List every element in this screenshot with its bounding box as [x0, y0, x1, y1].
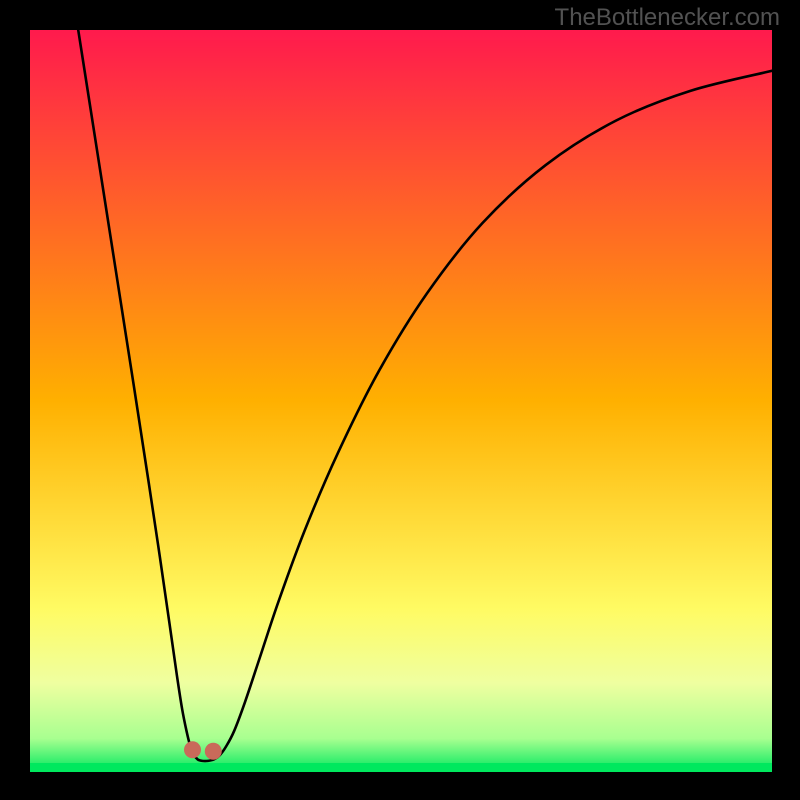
gradient-background: [30, 30, 772, 772]
chart-area: [30, 30, 772, 772]
watermark-text: TheBottlenecker.com: [555, 4, 780, 32]
canvas-stage: TheBottlenecker.com: [0, 0, 800, 800]
baseline-green-stripe: [30, 763, 772, 772]
